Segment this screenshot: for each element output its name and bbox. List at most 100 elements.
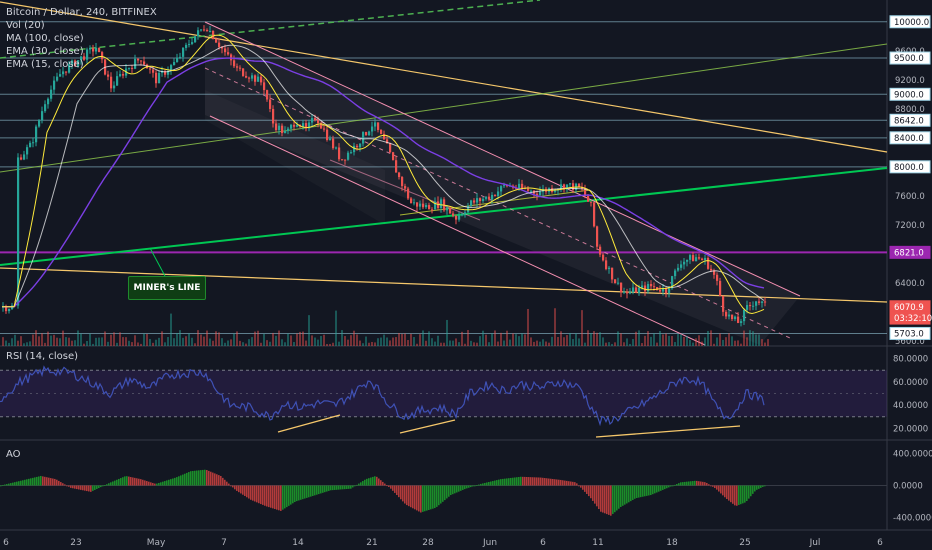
candle — [407, 188, 410, 199]
volume-bar — [38, 336, 40, 346]
ao-bar — [734, 485, 736, 506]
candle — [521, 183, 524, 189]
volume-bar — [221, 338, 223, 346]
volume-bar — [632, 339, 634, 346]
volume-bar — [665, 333, 667, 346]
ao-bar — [256, 485, 258, 503]
ao-bar — [274, 485, 276, 510]
ao-bar — [32, 477, 34, 486]
volume-bar — [470, 340, 472, 346]
volume-bar — [2, 337, 4, 346]
ao-bar — [198, 470, 200, 486]
ao-bar — [114, 480, 116, 486]
volume-bar — [347, 339, 349, 346]
volume-bar — [419, 334, 421, 346]
candle — [392, 152, 395, 161]
ao-bar — [416, 485, 418, 511]
candle — [389, 143, 392, 153]
ao-bar — [554, 479, 556, 486]
candle — [257, 76, 260, 82]
ao-bar — [144, 480, 146, 486]
candle — [488, 196, 491, 200]
ao-bar — [232, 485, 234, 488]
ao-bar — [628, 485, 630, 503]
ao-bar — [444, 485, 446, 501]
ao-bar — [264, 485, 266, 506]
candle — [140, 60, 143, 62]
ao-bar — [626, 485, 628, 504]
volume-bar — [563, 337, 565, 346]
ao-bar — [260, 485, 262, 505]
ao-bar — [320, 485, 322, 494]
ema-30-line — [2, 44, 765, 308]
candle — [113, 85, 116, 89]
ao-bar — [696, 480, 698, 486]
rsi-divergence-2 — [399, 419, 456, 434]
ao-bar — [190, 471, 192, 486]
candle — [92, 47, 95, 52]
ao-bar — [62, 483, 64, 486]
ao-bar — [86, 485, 88, 492]
volume-bar — [548, 342, 550, 346]
candle — [539, 191, 542, 196]
ao-bar — [528, 477, 530, 486]
volume-bar — [149, 338, 151, 346]
ao-bar — [724, 485, 726, 498]
indicator-vol[interactable]: Vol (20) — [6, 20, 45, 31]
price-label: 8400.0 — [894, 134, 924, 144]
ao-bar — [440, 485, 442, 504]
ao-bar — [26, 479, 28, 486]
ao-bar — [544, 478, 546, 486]
indicator-ema15[interactable]: EMA (15, close) — [6, 59, 84, 70]
candle — [8, 309, 11, 312]
ao-bar — [52, 478, 54, 486]
indicator-ema30[interactable]: EMA (30, close) — [6, 46, 84, 57]
symbol-title[interactable]: Bitcoin / Dollar, 240, BITFINEX — [6, 7, 157, 18]
volume-bar — [668, 335, 670, 346]
volume-bar — [41, 333, 43, 346]
volume-bar — [551, 336, 553, 346]
candle — [563, 184, 566, 190]
candle — [227, 52, 230, 55]
volume-bar — [647, 331, 649, 346]
ao-bar — [338, 485, 340, 490]
candle — [167, 70, 170, 75]
x-tick-label: 6 — [3, 538, 9, 548]
volume-bar — [185, 336, 187, 346]
volume-bar — [497, 341, 499, 346]
candle — [347, 152, 350, 160]
rsi-tick-label: 80.0000 — [893, 355, 928, 365]
volume-bar — [401, 333, 403, 346]
ao-bar — [756, 485, 758, 490]
ao-bar — [56, 479, 58, 486]
ao-bar — [718, 485, 720, 492]
volume-bar — [281, 339, 283, 346]
ao-pane-label[interactable]: AO — [6, 449, 21, 460]
miners-line-annotation[interactable]: MINER's LINE — [128, 276, 206, 300]
volume-bar — [359, 340, 361, 346]
ao-bar — [678, 483, 680, 486]
ao-bar — [156, 483, 158, 486]
x-tick-label: 25 — [739, 538, 750, 548]
ao-bar — [694, 480, 696, 486]
indicator-ma[interactable]: MA (100, close) — [6, 33, 84, 44]
ao-bar — [630, 485, 632, 502]
candle — [560, 184, 563, 190]
candle — [497, 191, 500, 197]
volume-bar — [629, 343, 631, 346]
ao-bar — [568, 481, 570, 486]
volume-bar — [200, 334, 202, 346]
candle — [281, 125, 284, 134]
ao-bar — [596, 485, 598, 507]
ao-bar — [180, 475, 182, 486]
volume-bar — [542, 339, 544, 346]
rsi-pane-label[interactable]: RSI (14, close) — [6, 351, 79, 362]
ao-bar — [722, 485, 724, 496]
ao-bar — [384, 483, 386, 486]
ao-bar — [364, 479, 366, 486]
ao-bar — [74, 485, 76, 489]
price-label-box — [889, 131, 931, 145]
ao-bar — [200, 470, 202, 486]
volume-bar — [449, 340, 451, 346]
